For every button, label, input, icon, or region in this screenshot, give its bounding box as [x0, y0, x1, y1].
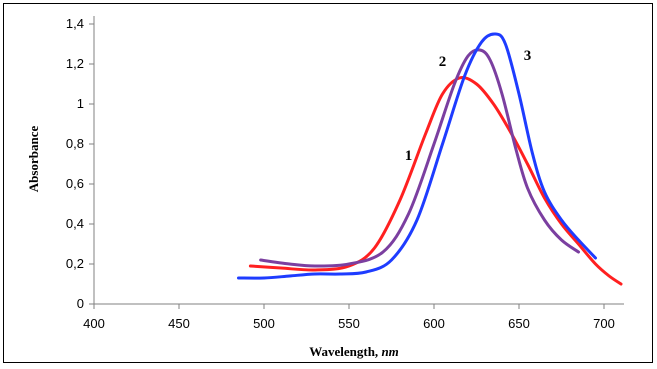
- series-label-1: 1: [405, 148, 413, 164]
- series-annotations: 1 2 3: [405, 48, 532, 164]
- series-line-1: [248, 76, 623, 286]
- x-tick-label: 400: [83, 316, 105, 331]
- y-tick-label: 0,6: [66, 176, 84, 191]
- y-tick-label: 1,4: [66, 16, 84, 31]
- x-axis-title-unit: nm: [381, 344, 398, 359]
- y-tick-label: 0,2: [66, 256, 84, 271]
- x-axis-title-text: Wavelength,: [309, 344, 381, 359]
- x-tick-label: 650: [508, 316, 530, 331]
- series-lines: [237, 32, 623, 286]
- y-axis-ticks: 0 0,2 0,4 0,6 0,8 1 1,2 1,4: [66, 16, 94, 311]
- chart-frame: 0 0,2 0,4 0,6 0,8 1 1,2 1,4 400 450 500 550 600 650 7…: [3, 3, 653, 363]
- x-axis-title: Wavelength, nm: [309, 344, 399, 359]
- series-label-3: 3: [524, 48, 532, 64]
- x-axis-ticks: 400 450 500 550 600 650 700: [83, 304, 615, 331]
- x-tick-label: 700: [593, 316, 615, 331]
- y-tick-label: 1: [77, 96, 84, 111]
- absorbance-chart: 0 0,2 0,4 0,6 0,8 1 1,2 1,4 400 450 500 550 600 650 7…: [26, 16, 624, 359]
- series-line-3: [237, 32, 597, 280]
- x-tick-label: 500: [253, 316, 275, 331]
- y-tick-label: 1,2: [66, 56, 84, 71]
- x-tick-label: 550: [338, 316, 360, 331]
- series-line-2: [259, 48, 580, 268]
- x-tick-label: 450: [168, 316, 190, 331]
- y-axis-title: Absorbance: [26, 126, 41, 193]
- y-tick-label: 0: [77, 296, 84, 311]
- series-label-2: 2: [439, 54, 447, 70]
- x-tick-label: 600: [423, 316, 445, 331]
- y-tick-label: 0,8: [66, 136, 84, 151]
- y-tick-label: 0,4: [66, 216, 84, 231]
